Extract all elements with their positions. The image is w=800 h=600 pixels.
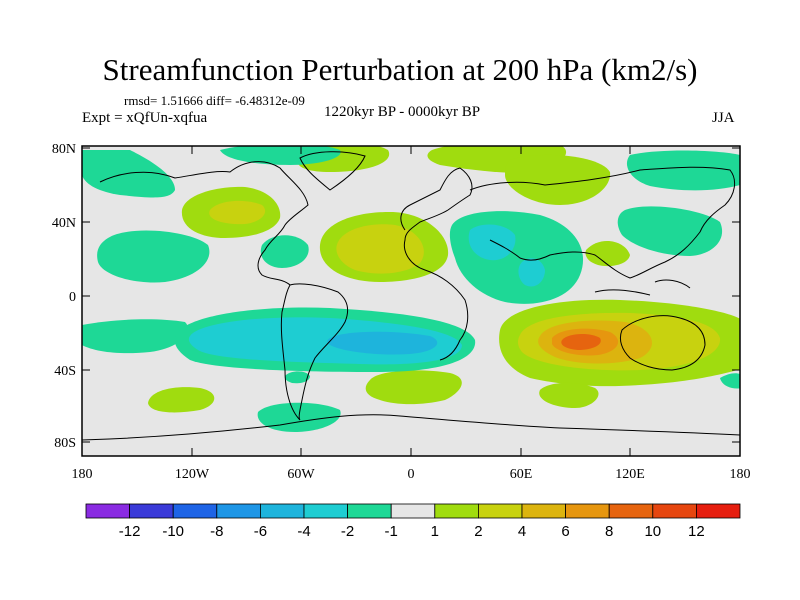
lon-label-180w: 180 (72, 467, 93, 482)
colorbar-box-13 (652, 503, 697, 519)
contour-teal-eurasia (626, 150, 740, 191)
colorbar-box-12 (608, 503, 654, 519)
contour-green-siberia (505, 154, 611, 205)
lon-label-60w: 60W (287, 467, 315, 482)
colorbar-boxes (85, 503, 741, 519)
colorbar-label-9: 4 (518, 523, 526, 540)
colorbar-box-3 (216, 503, 261, 519)
period-label: 1220kyr BP - 0000kyr BP (324, 104, 481, 120)
lon-label-60e: 60E (510, 467, 533, 482)
contour-teal-small (284, 371, 310, 384)
colorbar-label-4: -4 (297, 523, 310, 540)
colorbar-label-10: 6 (561, 523, 569, 540)
lat-label-40n: 40N (52, 216, 76, 231)
coastlines (82, 151, 740, 441)
coast-australia (619, 315, 706, 371)
lon-label-120w: 120W (175, 467, 210, 482)
colorbar-box-6 (347, 503, 392, 519)
colorbar-label-5: -2 (341, 523, 354, 540)
contour-green-southindian (539, 382, 599, 408)
colorbar-box-10 (521, 503, 566, 519)
colorbar-box-9 (477, 503, 523, 519)
contour-teal-arctic (220, 146, 341, 165)
lat-label-0: 0 (69, 290, 76, 305)
contour-green-seasia (585, 240, 630, 267)
colorbar-label-2: -8 (210, 523, 223, 540)
coast-south-america (280, 283, 349, 421)
lat-label-40s: 40S (54, 364, 76, 379)
coast-north-america (99, 161, 309, 286)
coast-greenland (299, 151, 366, 191)
colorbar-label-8: 2 (474, 523, 482, 540)
colorbar-label-3: -6 (254, 523, 267, 540)
colorbar-box-11 (565, 503, 610, 519)
colorbar: -12 -10 -8 -6 -4 -2 -1 1 2 4 6 8 10 12 (85, 503, 741, 540)
experiment-label: Expt = xQfUn-xqfua (82, 110, 208, 126)
colorbar-label-11: 8 (605, 523, 613, 540)
lon-tick-marks (191, 146, 631, 456)
season-label: JJA (712, 110, 735, 126)
colorbar-label-0: -12 (119, 523, 141, 540)
colorbar-box-8 (434, 503, 479, 519)
colorbar-box-5 (303, 503, 348, 519)
coast-indonesia (594, 279, 691, 296)
colorbar-box-0 (85, 503, 130, 519)
contour-teal-pacific (97, 230, 210, 283)
lat-label-80s: 80S (54, 436, 76, 451)
lon-label-120e: 120E (615, 467, 645, 482)
colorbar-box-7 (390, 503, 436, 519)
lon-label-0: 0 (408, 467, 415, 482)
coast-europe-africa (400, 167, 473, 361)
plot-title: Streamfunction Perturbation at 200 hPa (… (102, 52, 698, 87)
coast-asia (469, 166, 736, 279)
contour-cyan-mideast (468, 224, 516, 261)
contour-red-core (561, 334, 601, 350)
colorbar-label-12: 10 (644, 523, 661, 540)
colorbar-box-1 (129, 503, 174, 519)
contour-cyan-indian (518, 258, 545, 287)
contour-fields (82, 146, 740, 432)
colorbar-box-14 (696, 503, 741, 519)
colorbar-label-6: -1 (385, 523, 398, 540)
contour-yellow-northamerica (209, 200, 266, 225)
colorbar-label-13: 12 (688, 523, 705, 540)
lat-tick-marks (82, 147, 740, 443)
contour-teal-caribbean (260, 235, 309, 268)
colorbar-label-7: 1 (431, 523, 439, 540)
colorbar-label-1: -10 (162, 523, 184, 540)
contour-teal-westpacific (617, 206, 723, 256)
coast-antarctica (82, 414, 740, 441)
stats-text: rmsd= 1.51666 diff= -6.48312e-09 (124, 93, 305, 108)
contour-teal-southpacific (82, 319, 189, 354)
contour-green-southatlantic (365, 370, 462, 405)
contour-blue-southern (327, 331, 438, 355)
contour-green-southpacific (148, 387, 215, 413)
lon-label-180e: 180 (730, 467, 751, 482)
contour-yellow-atlantic (336, 224, 424, 274)
colorbar-box-4 (259, 503, 305, 519)
lat-label-80n: 80N (52, 142, 76, 157)
contour-teal-east (720, 373, 740, 389)
colorbar-labels: -12 -10 -8 -6 -4 -2 -1 1 2 4 6 8 10 12 (119, 523, 705, 540)
colorbar-box-2 (172, 503, 218, 519)
